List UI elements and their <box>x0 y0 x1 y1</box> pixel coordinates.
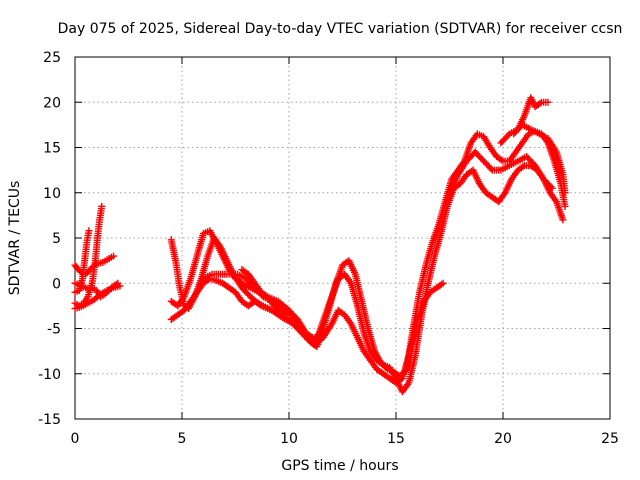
x-tick-label: 25 <box>601 431 619 447</box>
x-tick-label: 5 <box>178 431 187 447</box>
y-tick-label: -5 <box>47 322 61 338</box>
x-tick-label: 10 <box>280 431 298 447</box>
plus-marker <box>103 289 111 297</box>
plus-marker <box>536 99 544 107</box>
y-tick-label: 0 <box>52 276 61 292</box>
series-12 <box>510 121 569 197</box>
plus-marker <box>114 279 122 287</box>
x-tick-label: 20 <box>494 431 512 447</box>
y-tick-label: -10 <box>38 367 61 383</box>
plus-marker <box>548 184 556 192</box>
y-tick-label: 5 <box>52 231 61 247</box>
plus-marker <box>561 202 569 210</box>
plus-marker <box>101 290 109 298</box>
y-tick-label: 25 <box>43 50 61 66</box>
plus-marker <box>559 216 567 224</box>
plus-marker <box>547 183 555 191</box>
y-tick-label: 15 <box>43 141 61 157</box>
x-tick-labels: 0 5 10 15 20 25 <box>71 431 619 447</box>
plus-marker <box>504 131 512 139</box>
series-7 <box>167 275 447 387</box>
plus-marker <box>487 165 495 173</box>
series-9 <box>238 266 293 319</box>
plus-marker <box>437 280 445 288</box>
y-tick-labels: -15 -10 -5 0 5 10 15 20 25 <box>38 50 61 428</box>
plus-marker <box>309 334 317 342</box>
y-tick-label: 10 <box>43 186 61 202</box>
series-4 <box>71 279 122 301</box>
x-tick-label: 0 <box>71 431 80 447</box>
plus-marker <box>497 156 505 164</box>
series-1 <box>71 227 93 296</box>
data-markers <box>71 94 569 396</box>
plus-marker <box>110 252 118 260</box>
plus-marker <box>85 227 93 235</box>
plus-marker <box>561 189 569 197</box>
plus-marker <box>236 278 244 286</box>
plus-marker <box>76 267 84 275</box>
y-axis-label: SDTVAR / TECUs <box>7 181 23 296</box>
plus-marker <box>378 360 386 368</box>
x-axis-label: GPS time / hours <box>281 458 398 474</box>
plus-marker <box>112 280 120 288</box>
x-tick-label: 15 <box>387 431 405 447</box>
chart-title: Day 075 of 2025, Sidereal Day-to-day VTE… <box>58 21 623 37</box>
plus-marker <box>98 202 106 210</box>
grid-lines <box>75 57 610 419</box>
plus-marker <box>519 163 527 171</box>
y-tick-label: -15 <box>38 412 61 428</box>
plus-marker <box>275 305 283 313</box>
plus-marker <box>285 311 293 319</box>
y-tick-label: 20 <box>43 95 61 111</box>
plus-marker <box>439 279 447 287</box>
plus-marker <box>307 332 315 340</box>
plus-marker <box>104 287 112 295</box>
plus-marker <box>544 98 552 106</box>
series-10 <box>446 148 556 197</box>
